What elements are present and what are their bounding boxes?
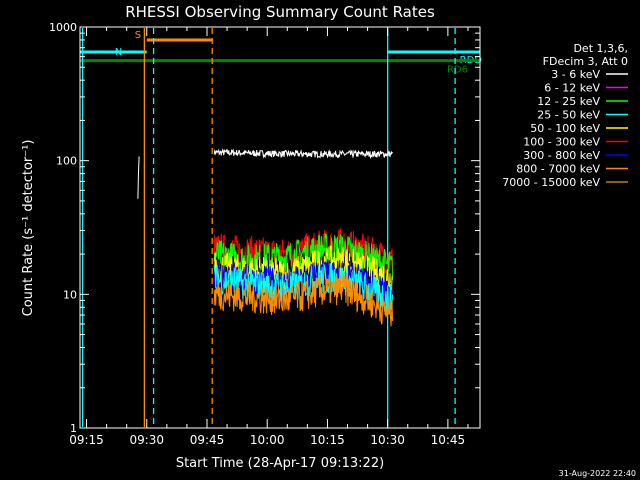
series-line-0-1	[213, 148, 393, 160]
legend-label-7: 800 - 7000 keV	[516, 163, 600, 176]
x-tick-label: 10:00	[250, 433, 285, 447]
legend-label-2: 12 - 25 keV	[537, 95, 600, 108]
y-axis-title: Count Rate (s⁻¹ detector⁻¹)	[21, 140, 36, 317]
x-tick-label: 10:30	[370, 433, 405, 447]
x-axis-title: Start Time (28-Apr-17 09:13:22)	[176, 456, 384, 471]
footer-date: 31-Aug-2022 22:40	[559, 469, 636, 478]
x-tick-label: 10:45	[431, 433, 466, 447]
legend-label-4: 50 - 100 keV	[530, 122, 600, 135]
x-tick-label: 09:15	[69, 433, 104, 447]
x-tick-label: 09:45	[190, 433, 225, 447]
legend-label-5: 100 - 300 keV	[523, 136, 600, 149]
state-label-1: N	[115, 47, 122, 58]
legend-header-0: Det 1,3,6,	[573, 42, 628, 55]
x-tick-label: 10:15	[310, 433, 345, 447]
y-tick-label: 1000	[49, 21, 77, 34]
state-label-3: RD6	[447, 65, 468, 76]
series-line-2-0	[213, 233, 393, 280]
y-tick-label: 10	[63, 288, 77, 301]
legend-label-6: 300 - 800 keV	[523, 149, 600, 162]
legend-label-0: 3 - 6 keV	[551, 68, 600, 81]
y-tick-label: 1	[70, 422, 77, 435]
legend-label-1: 6 - 12 keV	[544, 82, 600, 95]
y-tick-label: 100	[56, 155, 77, 168]
series-line-4-0	[213, 259, 393, 310]
plot-frame	[79, 26, 481, 429]
legend-label-3: 25 - 50 keV	[537, 109, 600, 122]
series-line-6-0	[213, 273, 393, 327]
state-label-0: S	[135, 30, 141, 41]
legend-header-1: FDecim 3, Att 0	[543, 55, 628, 68]
x-tick-label: 09:30	[129, 433, 164, 447]
chart-title: RHESSI Observing Summary Count Rates	[125, 3, 435, 21]
legend-label-8: 7000 - 15000 keV	[502, 176, 600, 189]
series-line-0-0	[137, 156, 140, 199]
